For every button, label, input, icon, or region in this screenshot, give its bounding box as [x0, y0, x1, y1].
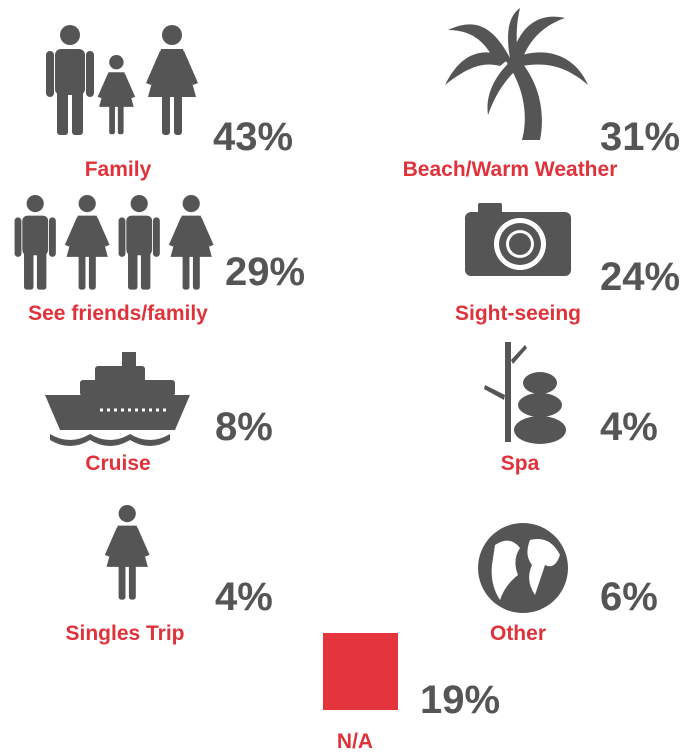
globe-icon: [478, 523, 568, 613]
palm-icon: [445, 8, 588, 140]
percent: 4%: [215, 575, 273, 619]
ship-icon: [45, 352, 190, 446]
percent: 43%: [213, 115, 293, 159]
woman-icon: [104, 505, 150, 600]
label: Sight-seeing: [455, 302, 581, 325]
spa-icon: [484, 342, 566, 444]
label: Cruise: [85, 452, 150, 475]
label: Beach/Warm Weather: [403, 158, 618, 181]
family-icon: [46, 25, 198, 135]
percent: 24%: [600, 255, 680, 299]
percent: 6%: [600, 575, 658, 619]
label: Other: [490, 622, 546, 645]
label: Spa: [501, 452, 540, 475]
percent: 31%: [600, 115, 680, 159]
percent: 8%: [215, 405, 273, 449]
label: Singles Trip: [65, 622, 184, 645]
friends-icon: [14, 195, 214, 290]
percent: 19%: [420, 678, 500, 722]
label: N/A: [337, 730, 373, 753]
percent: 4%: [600, 405, 658, 449]
camera-icon: [465, 203, 571, 276]
na-square: [323, 633, 398, 710]
label: Family: [85, 158, 152, 181]
percent: 29%: [225, 250, 305, 294]
label: See friends/family: [28, 302, 208, 325]
